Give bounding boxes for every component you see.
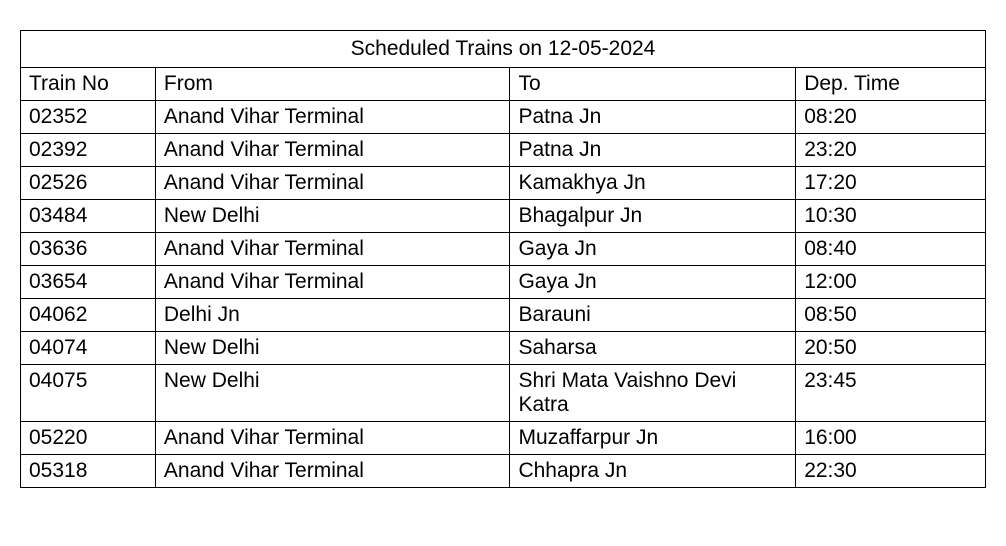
cell-to: Chhapra Jn	[510, 455, 796, 488]
table-row: 02526 Anand Vihar Terminal Kamakhya Jn 1…	[21, 167, 986, 200]
table-row: 04074 New Delhi Saharsa 20:50	[21, 332, 986, 365]
cell-from: Anand Vihar Terminal	[155, 101, 510, 134]
table-row: 03636 Anand Vihar Terminal Gaya Jn 08:40	[21, 233, 986, 266]
cell-from: New Delhi	[155, 200, 510, 233]
cell-to: Muzaffarpur Jn	[510, 422, 796, 455]
cell-train-no: 02526	[21, 167, 156, 200]
cell-train-no: 05220	[21, 422, 156, 455]
cell-dep-time: 17:20	[796, 167, 986, 200]
cell-from: Anand Vihar Terminal	[155, 422, 510, 455]
cell-train-no: 03636	[21, 233, 156, 266]
cell-dep-time: 20:50	[796, 332, 986, 365]
table-row: 04075 New Delhi Shri Mata Vaishno Devi K…	[21, 365, 986, 422]
cell-train-no: 05318	[21, 455, 156, 488]
header-to: To	[510, 68, 796, 101]
cell-train-no: 04075	[21, 365, 156, 422]
header-row: Train No From To Dep. Time	[21, 68, 986, 101]
cell-to: Barauni	[510, 299, 796, 332]
cell-to: Patna Jn	[510, 134, 796, 167]
cell-to: Patna Jn	[510, 101, 796, 134]
cell-train-no: 02392	[21, 134, 156, 167]
cell-from: Anand Vihar Terminal	[155, 134, 510, 167]
cell-dep-time: 23:45	[796, 365, 986, 422]
cell-train-no: 03484	[21, 200, 156, 233]
table-title: Scheduled Trains on 12-05-2024	[21, 31, 986, 68]
cell-train-no: 03654	[21, 266, 156, 299]
cell-from: New Delhi	[155, 365, 510, 422]
table-row: 02392 Anand Vihar Terminal Patna Jn 23:2…	[21, 134, 986, 167]
cell-train-no: 04074	[21, 332, 156, 365]
cell-train-no: 04062	[21, 299, 156, 332]
cell-dep-time: 08:20	[796, 101, 986, 134]
cell-to: Kamakhya Jn	[510, 167, 796, 200]
cell-train-no: 02352	[21, 101, 156, 134]
cell-dep-time: 08:40	[796, 233, 986, 266]
train-schedule-table: Scheduled Trains on 12-05-2024 Train No …	[20, 30, 986, 488]
title-row: Scheduled Trains on 12-05-2024	[21, 31, 986, 68]
cell-from: New Delhi	[155, 332, 510, 365]
cell-to: Gaya Jn	[510, 233, 796, 266]
header-train-no: Train No	[21, 68, 156, 101]
table-row: 04062 Delhi Jn Barauni 08:50	[21, 299, 986, 332]
cell-dep-time: 10:30	[796, 200, 986, 233]
table-row: 05318 Anand Vihar Terminal Chhapra Jn 22…	[21, 455, 986, 488]
cell-dep-time: 22:30	[796, 455, 986, 488]
header-from: From	[155, 68, 510, 101]
cell-to: Saharsa	[510, 332, 796, 365]
cell-to: Shri Mata Vaishno Devi Katra	[510, 365, 796, 422]
header-dep-time: Dep. Time	[796, 68, 986, 101]
table-row: 02352 Anand Vihar Terminal Patna Jn 08:2…	[21, 101, 986, 134]
cell-dep-time: 08:50	[796, 299, 986, 332]
cell-from: Anand Vihar Terminal	[155, 167, 510, 200]
cell-from: Delhi Jn	[155, 299, 510, 332]
cell-from: Anand Vihar Terminal	[155, 266, 510, 299]
cell-dep-time: 16:00	[796, 422, 986, 455]
cell-to: Bhagalpur Jn	[510, 200, 796, 233]
train-schedule-table-container: Scheduled Trains on 12-05-2024 Train No …	[20, 30, 986, 488]
cell-from: Anand Vihar Terminal	[155, 455, 510, 488]
cell-dep-time: 23:20	[796, 134, 986, 167]
cell-dep-time: 12:00	[796, 266, 986, 299]
cell-to: Gaya Jn	[510, 266, 796, 299]
cell-from: Anand Vihar Terminal	[155, 233, 510, 266]
table-row: 03484 New Delhi Bhagalpur Jn 10:30	[21, 200, 986, 233]
table-row: 05220 Anand Vihar Terminal Muzaffarpur J…	[21, 422, 986, 455]
table-row: 03654 Anand Vihar Terminal Gaya Jn 12:00	[21, 266, 986, 299]
